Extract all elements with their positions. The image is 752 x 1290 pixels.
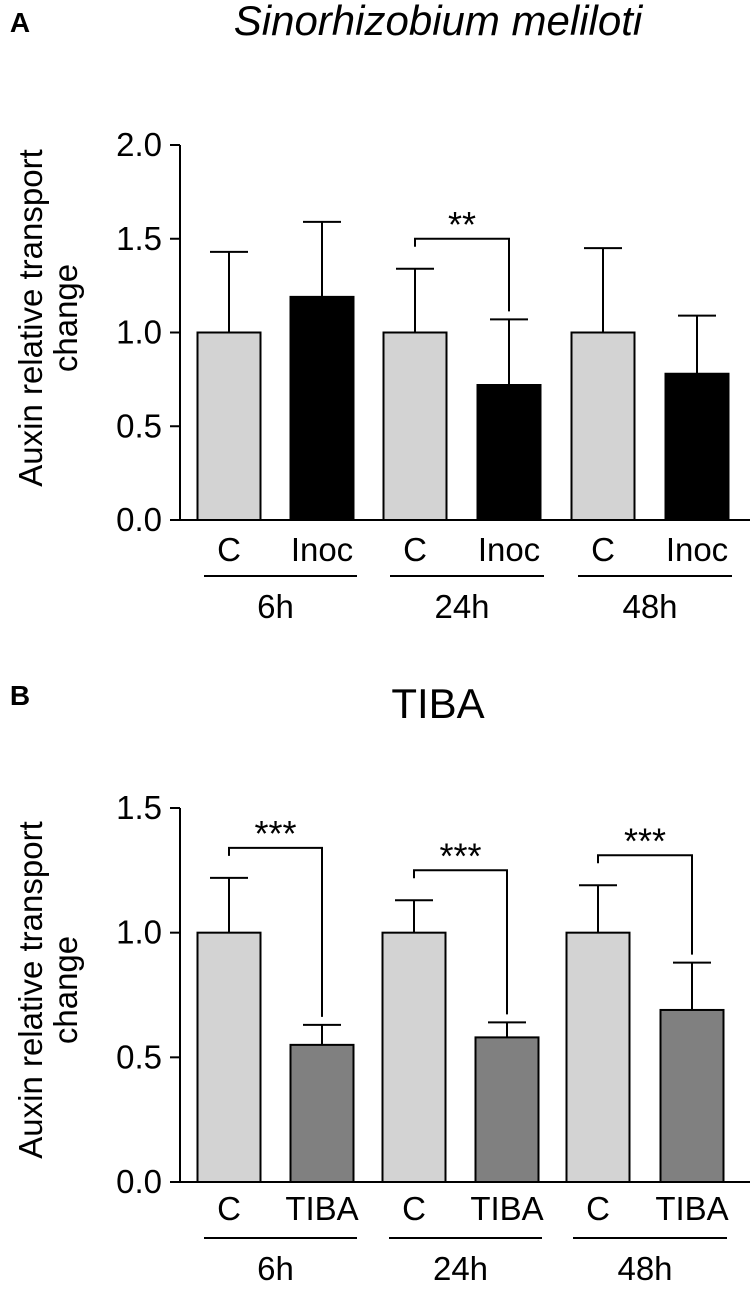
chart-panel-a: A Sinorhizobium meliloti Auxin relative tr… — [10, 0, 750, 625]
x-group-label: 6h — [257, 588, 294, 625]
bar — [659, 1008, 725, 1184]
x-category-label: C — [217, 531, 241, 568]
bar — [664, 372, 730, 521]
x-category-label: C — [402, 1190, 426, 1227]
x-category-label: TIBA — [285, 1190, 358, 1227]
significance-label: *** — [624, 820, 666, 861]
bar — [474, 1036, 540, 1184]
x-category-label: TIBA — [655, 1190, 728, 1227]
chart-title: TIBA — [391, 680, 484, 727]
significance-label: ** — [448, 204, 476, 245]
y-tick-label: 0.5 — [116, 1038, 162, 1075]
y-tick-label: 2.0 — [116, 126, 162, 163]
y-tick-label: 1.0 — [116, 314, 162, 351]
significance-label: *** — [439, 835, 481, 876]
x-category-label: Inoc — [666, 531, 728, 568]
bar — [476, 384, 542, 521]
bar — [289, 295, 355, 521]
x-category-label: C — [217, 1190, 241, 1227]
bar — [382, 331, 448, 521]
panel-letter: B — [10, 680, 30, 711]
bar — [565, 931, 631, 1184]
significance-label: *** — [254, 813, 296, 854]
significance-bracket — [228, 846, 323, 1017]
bar — [196, 931, 262, 1184]
y-tick-label: 0.0 — [116, 1163, 162, 1200]
bar — [570, 331, 636, 521]
y-axis-label-line2: change — [47, 264, 84, 372]
y-axis-label: Auxin relative transport — [12, 821, 49, 1159]
y-axis-label: Auxin relative transport — [12, 149, 49, 487]
panel-letter: A — [10, 7, 30, 38]
y-tick-label: 1.5 — [116, 789, 162, 826]
x-group-label: 48h — [622, 588, 677, 625]
x-category-label: C — [403, 531, 427, 568]
significance-bracket — [414, 237, 510, 312]
x-group-label: 48h — [617, 1250, 672, 1287]
y-tick-label: 0.0 — [116, 501, 162, 538]
chart-title: Sinorhizobium meliloti — [234, 0, 644, 44]
x-category-label: TIBA — [470, 1190, 543, 1227]
y-tick-label: 0.5 — [116, 407, 162, 444]
x-category-label: Inoc — [478, 531, 540, 568]
x-category-label: C — [586, 1190, 610, 1227]
y-tick-label: 1.5 — [116, 220, 162, 257]
x-group-label: 24h — [434, 588, 489, 625]
y-axis-label-line2: change — [47, 936, 84, 1044]
bar — [381, 931, 447, 1184]
bar — [196, 331, 262, 521]
x-category-label: C — [591, 531, 615, 568]
x-group-label: 24h — [433, 1250, 488, 1287]
y-tick-label: 1.0 — [116, 914, 162, 951]
significance-bracket — [413, 869, 508, 1015]
bar — [289, 1043, 355, 1184]
x-category-label: Inoc — [291, 531, 353, 568]
significance-bracket — [597, 854, 693, 955]
x-group-label: 6h — [257, 1250, 294, 1287]
